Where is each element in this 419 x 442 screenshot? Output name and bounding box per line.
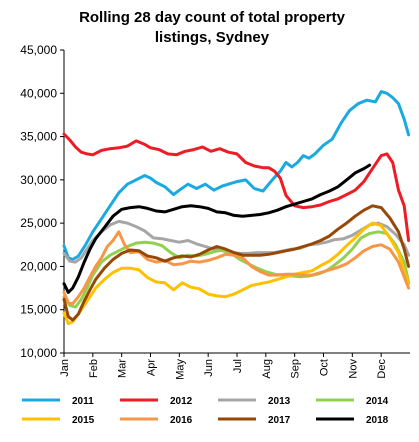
y-tick-label: 45,000 — [20, 43, 57, 57]
series-line-2018 — [62, 163, 372, 294]
legend-label-2018: 2018 — [366, 415, 389, 426]
x-tick-label: May — [174, 359, 186, 380]
legend-label-2012: 2012 — [170, 396, 193, 407]
series-line-2016 — [62, 230, 411, 306]
x-tick-label: Mar — [117, 359, 129, 378]
x-tick-label: Jan — [59, 359, 71, 377]
legend-label-2016: 2016 — [170, 415, 193, 426]
x-tick-label: Apr — [146, 359, 158, 376]
legend-label-2017: 2017 — [268, 415, 291, 426]
series-line-2017 — [62, 204, 411, 322]
legend-label-2014: 2014 — [366, 396, 389, 407]
x-tick-label: Feb — [88, 359, 100, 378]
x-tick-label: Sep — [290, 359, 302, 379]
legend-label-2015: 2015 — [72, 415, 95, 426]
plot-area: 10,000 15,000 20,000 25,000 30,000 35,000 40,0… — [20, 43, 411, 380]
x-tick-label: Nov — [347, 359, 359, 379]
y-tick-label: 20,000 — [20, 259, 57, 273]
series-line-2012 — [62, 132, 411, 242]
series-line-2014 — [62, 230, 411, 309]
y-tick-label: 15,000 — [20, 303, 57, 317]
chart-title-line-2: listings, Sydney — [155, 29, 270, 46]
y-tick-label: 10,000 — [20, 346, 57, 360]
series-line-2011 — [62, 90, 411, 261]
y-tick-label: 35,000 — [20, 130, 57, 144]
y-tick-label: 30,000 — [20, 173, 57, 187]
y-tick-label: 25,000 — [20, 216, 57, 230]
chart-title-line-1: Rolling 28 day count of total property — [79, 9, 346, 26]
series-line-2015 — [62, 221, 411, 326]
legend-label-2011: 2011 — [72, 396, 94, 407]
x-tick-label: Aug — [261, 359, 273, 379]
x-tick-label: Dec — [376, 359, 388, 379]
x-tick-label: Oct — [319, 359, 331, 376]
legend: 2011 2012 2013 2014 2015 2016 2017 2018 — [22, 396, 389, 426]
y-tick-label: 40,000 — [20, 86, 57, 100]
legend-label-2013: 2013 — [268, 396, 291, 407]
x-tick-label: Jul — [232, 359, 244, 373]
x-tick-label: Jun — [203, 359, 215, 377]
